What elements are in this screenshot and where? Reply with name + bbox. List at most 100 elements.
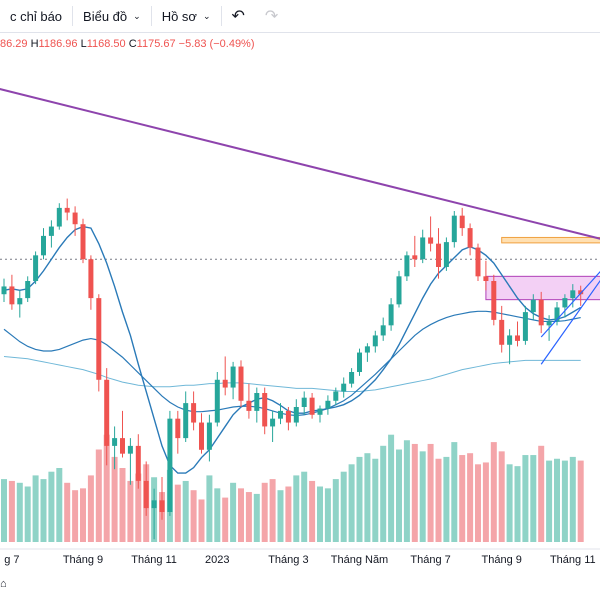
volume-bar	[95, 449, 102, 542]
volume-bar	[388, 434, 395, 542]
volume-bar	[222, 497, 229, 542]
candle-body	[112, 438, 118, 446]
volume-bar	[427, 443, 434, 542]
indicators-button[interactable]: c chỉ báo	[0, 0, 72, 32]
volume-bar	[253, 493, 260, 542]
x-tick-label: Tháng 3	[268, 554, 308, 566]
candle-body	[104, 379, 110, 446]
redo-button[interactable]: ↷	[255, 0, 288, 32]
volume-bar	[435, 458, 442, 542]
candle-body	[546, 321, 552, 326]
low-prefix: L	[80, 38, 87, 50]
x-tick-label: Tháng 7	[410, 554, 450, 566]
candle-body	[357, 352, 362, 372]
candle-body	[325, 400, 331, 409]
volume-bar	[87, 475, 94, 542]
open-value: 86.29	[0, 38, 28, 50]
candle-body	[183, 403, 189, 439]
candle-body	[570, 290, 576, 299]
x-tick-label: Tháng 11	[550, 554, 596, 566]
volume-bar	[32, 475, 39, 542]
close-value: 1175.67	[136, 38, 176, 50]
candle-body	[96, 298, 102, 380]
price-chart[interactable]: g 7 Tháng 9 Tháng 11 2023 Tháng 3 Tháng Năm Th…	[0, 32, 600, 578]
candle-body	[135, 445, 141, 481]
volume-bar	[285, 486, 292, 542]
candle-body	[443, 242, 449, 267]
support-trendline	[540, 270, 600, 338]
undo-icon: ↶	[231, 8, 245, 25]
volume-bar	[546, 460, 553, 542]
volume-bar	[16, 482, 23, 542]
volume-bar	[490, 442, 497, 542]
candle-body	[230, 366, 236, 388]
volume-bar	[317, 486, 323, 542]
volume-bar	[1, 479, 7, 542]
x-tick-label: Tháng 11	[131, 554, 177, 566]
candle-body	[412, 255, 418, 260]
candle-body	[175, 418, 181, 439]
high-prefix: H	[30, 38, 39, 50]
ma-fast-line	[3, 225, 582, 474]
ma-long-line	[3, 355, 581, 392]
candle-body	[562, 298, 568, 308]
candle-body	[80, 224, 86, 260]
profile-menu-button[interactable]: Hồ sơ ⌄	[152, 0, 221, 32]
volume-bar	[475, 464, 481, 542]
close-prefix: C	[128, 38, 137, 50]
volume-bar	[238, 488, 244, 542]
candle-body	[396, 276, 402, 305]
candle-body	[491, 281, 497, 320]
volume-bar	[111, 456, 118, 542]
candle-body	[151, 500, 157, 509]
volume-bar	[80, 488, 86, 542]
volume-bar	[135, 473, 142, 542]
x-tick-label: Tháng 9	[482, 554, 522, 566]
volume-bar	[269, 479, 276, 542]
volume-bar	[522, 455, 529, 542]
volume-bar	[443, 456, 450, 542]
candle-body	[364, 346, 370, 353]
x-tick-label: g 7	[4, 554, 19, 566]
volume-bar	[127, 480, 134, 542]
candle-body	[222, 379, 228, 388]
volume-bar	[514, 466, 521, 542]
volume-bar	[451, 442, 458, 542]
candle-body	[25, 281, 31, 299]
chart-menu-button[interactable]: Biểu đồ ⌄	[73, 0, 151, 32]
candle-body	[554, 307, 560, 322]
indicators-label: c chỉ báo	[10, 8, 63, 24]
candle-body	[428, 237, 434, 244]
volume-bar	[301, 471, 308, 542]
candle-body	[530, 299, 536, 313]
x-tick-label: Tháng 9	[63, 554, 103, 566]
candle-body	[538, 299, 544, 326]
candle-body	[578, 290, 584, 295]
volume-bar	[364, 453, 371, 542]
volume-bar	[230, 482, 237, 542]
volume-bar	[332, 479, 339, 542]
volume-bar	[103, 434, 110, 542]
ohlc-legend: 86.29 H1186.96 L1168.50 C1175.67 −5.83 (…	[0, 38, 255, 50]
undo-button[interactable]: ↶	[222, 0, 255, 32]
candle-body	[451, 215, 457, 243]
settings-icon[interactable]: ⌂	[0, 578, 7, 590]
candle-body	[246, 400, 252, 411]
volume-bar	[214, 488, 221, 542]
volume-bar	[277, 490, 284, 542]
candle-body	[293, 407, 299, 423]
candle-body	[436, 243, 441, 267]
high-value: 1186.96	[38, 38, 78, 50]
volume-bar	[530, 455, 537, 542]
ascending-trendline	[540, 279, 600, 365]
candle-body	[56, 207, 62, 227]
chevron-down-icon: ⌄	[202, 10, 211, 21]
volume-bar	[261, 482, 268, 542]
candle-body	[159, 500, 165, 512]
candle-body	[522, 312, 528, 341]
candle-body	[206, 422, 212, 450]
candle-body	[515, 335, 520, 341]
candle-body	[349, 372, 355, 384]
zone-orange	[501, 236, 600, 244]
chart-toolbar: c chỉ báo Biểu đồ ⌄ Hồ sơ ⌄ ↶ ↷	[0, 0, 600, 33]
